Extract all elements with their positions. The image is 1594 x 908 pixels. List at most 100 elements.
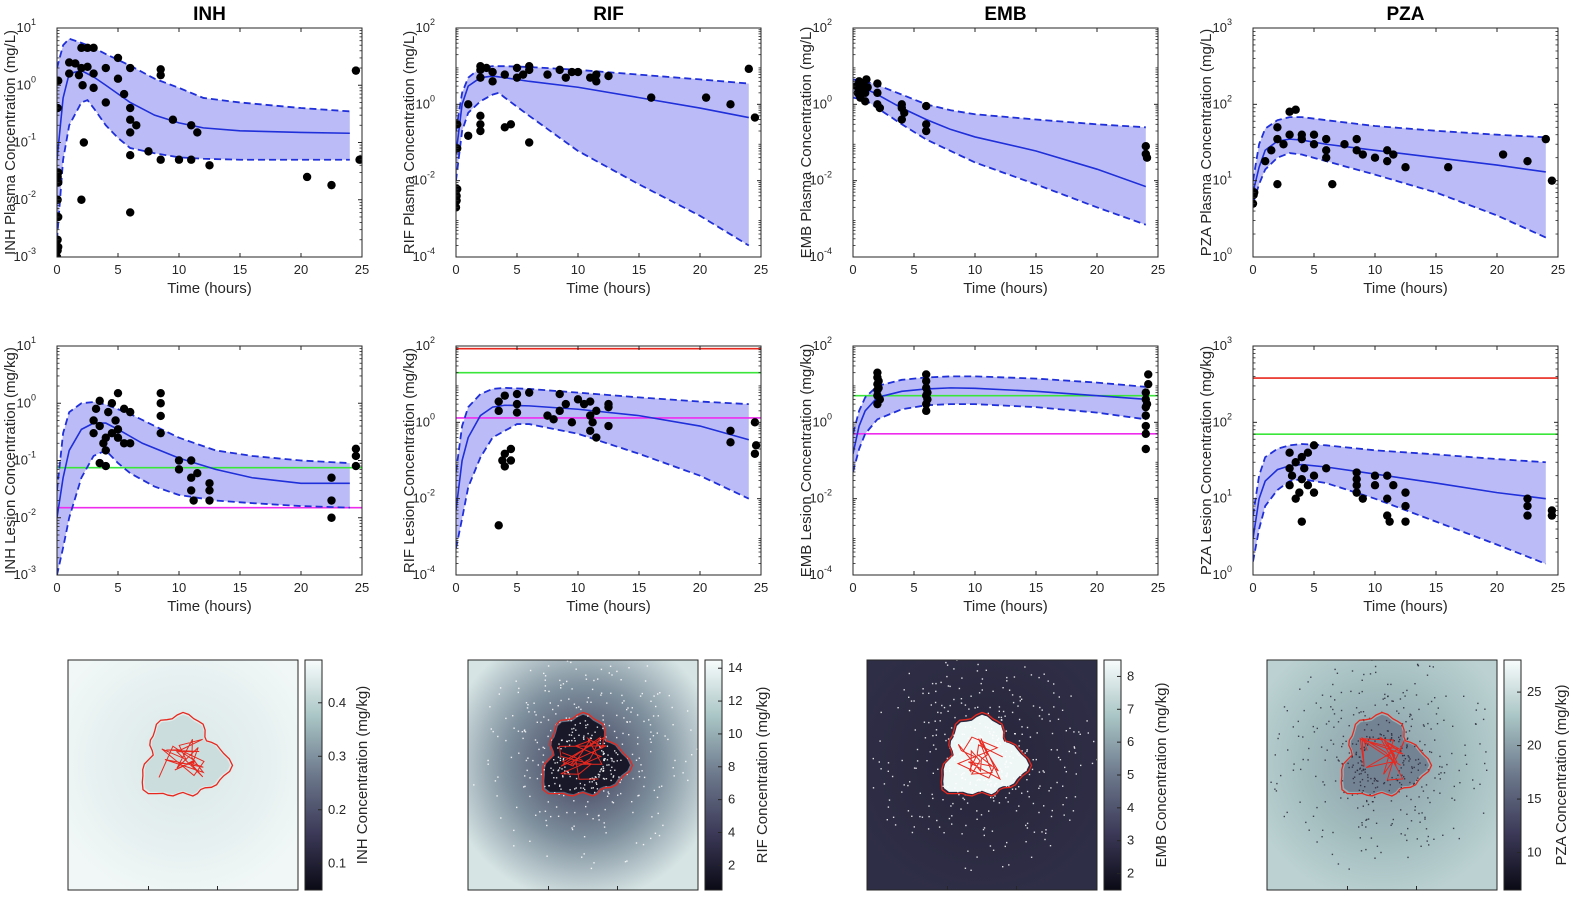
speckle-dot [1020,698,1023,700]
data-point [604,399,613,409]
lower-bound-line [456,91,750,247]
speckle-dot [1410,820,1413,822]
speckle-dot [995,743,997,746]
data-point [512,63,522,73]
speckle-dot [954,740,956,742]
data-point [476,73,485,82]
speckle-dot [1429,751,1431,753]
speckle-dot [635,842,638,844]
speckle-dot [993,800,995,802]
speckle-dot [580,708,582,711]
speckle-dot [1418,812,1420,815]
speckle-dot [949,704,951,707]
speckle-dot [977,778,979,781]
rif-lesion-plot-area [456,347,761,549]
speckle-dot [1458,769,1460,772]
speckle-dot [574,811,576,814]
data-point [1322,146,1331,155]
speckle-dot [1347,797,1349,800]
speckle-dot [948,770,951,772]
speckle-dot [1400,783,1403,786]
speckle-dot [932,735,934,737]
speckle-dot [991,830,994,832]
speckle-dot [915,767,917,769]
speckle-dot [1001,775,1003,778]
lesion-outline [1340,711,1433,797]
speckle-dot [564,766,566,768]
data-point [897,115,906,124]
speckle-dot [1445,695,1447,697]
data-point [922,101,931,111]
x-tick-label: 15 [632,580,646,595]
speckle-dot [603,790,605,792]
speckle-dot [559,721,561,723]
data-point [126,103,135,113]
speckle-dot [1019,700,1021,702]
data-point [89,69,98,78]
data-point [1340,140,1349,149]
speckle-dot [990,780,992,782]
speckle-dot [1004,741,1006,743]
speckle-dot [1041,831,1043,833]
y-tick-base: 10 [413,173,427,188]
y-tick-base: 10 [14,453,28,468]
speckle-dot [977,706,979,708]
speckle-dot [1012,701,1015,704]
speckle-dot [983,827,986,829]
speckle-dot [533,702,535,704]
speckle-dot [922,692,924,695]
speckle-dot [1369,673,1372,675]
speckle-dot [1402,762,1404,764]
speckle-dot [1465,763,1468,765]
speckle-dot [599,746,601,748]
speckle-dot [1382,698,1384,700]
speckle-dot [1337,721,1340,723]
speckle-dot [604,758,606,760]
speckle-dot [1401,747,1403,749]
speckle-dot [566,660,569,662]
speckle-dot [1005,730,1007,732]
x-tick-label: 25 [1551,262,1565,277]
speckle-dot [1074,752,1077,754]
speckle-dot [1035,758,1037,761]
y-tick-base: 10 [1213,414,1227,429]
speckle-dot [1384,697,1386,699]
speckle-dot [657,693,659,695]
speckle-dot [1372,809,1375,812]
speckle-dot [543,672,545,675]
speckle-dot [999,743,1002,745]
speckle-dot [623,700,625,702]
speckle-dot [1405,731,1407,733]
speckle-dot [1000,716,1003,719]
speckle-dot [1390,800,1393,802]
data-point [187,456,196,465]
speckle-dot [949,685,951,688]
speckle-dot [1322,781,1324,783]
speckle-dot [587,801,589,803]
data-point [543,70,552,79]
speckle-dot [557,815,560,817]
x-tick-label: 5 [114,262,121,277]
y-tick-base: 10 [1213,491,1227,506]
speckle-dot [936,819,938,822]
y-tick-exponent: 3 [1227,17,1232,27]
y-tick-exponent: 2 [1227,411,1232,421]
speckle-dot [522,737,524,740]
y-tick-base: 10 [17,20,31,35]
speckle-dot [966,802,969,804]
speckle-dot [1058,696,1060,698]
y-tick-label: 10-2 [810,170,832,188]
speckle-dot [965,824,967,827]
speckle-dot [617,753,619,756]
speckle-dot [935,734,937,736]
lower-bound-line [853,96,1147,226]
data-point [83,43,92,53]
speckle-dot [1389,784,1391,786]
data-point [1523,501,1532,511]
speckle-dot [903,689,905,691]
data-point [89,43,98,53]
speckle-dot [550,815,552,818]
data-point [592,70,601,79]
y-tick-exponent: -4 [824,564,832,574]
